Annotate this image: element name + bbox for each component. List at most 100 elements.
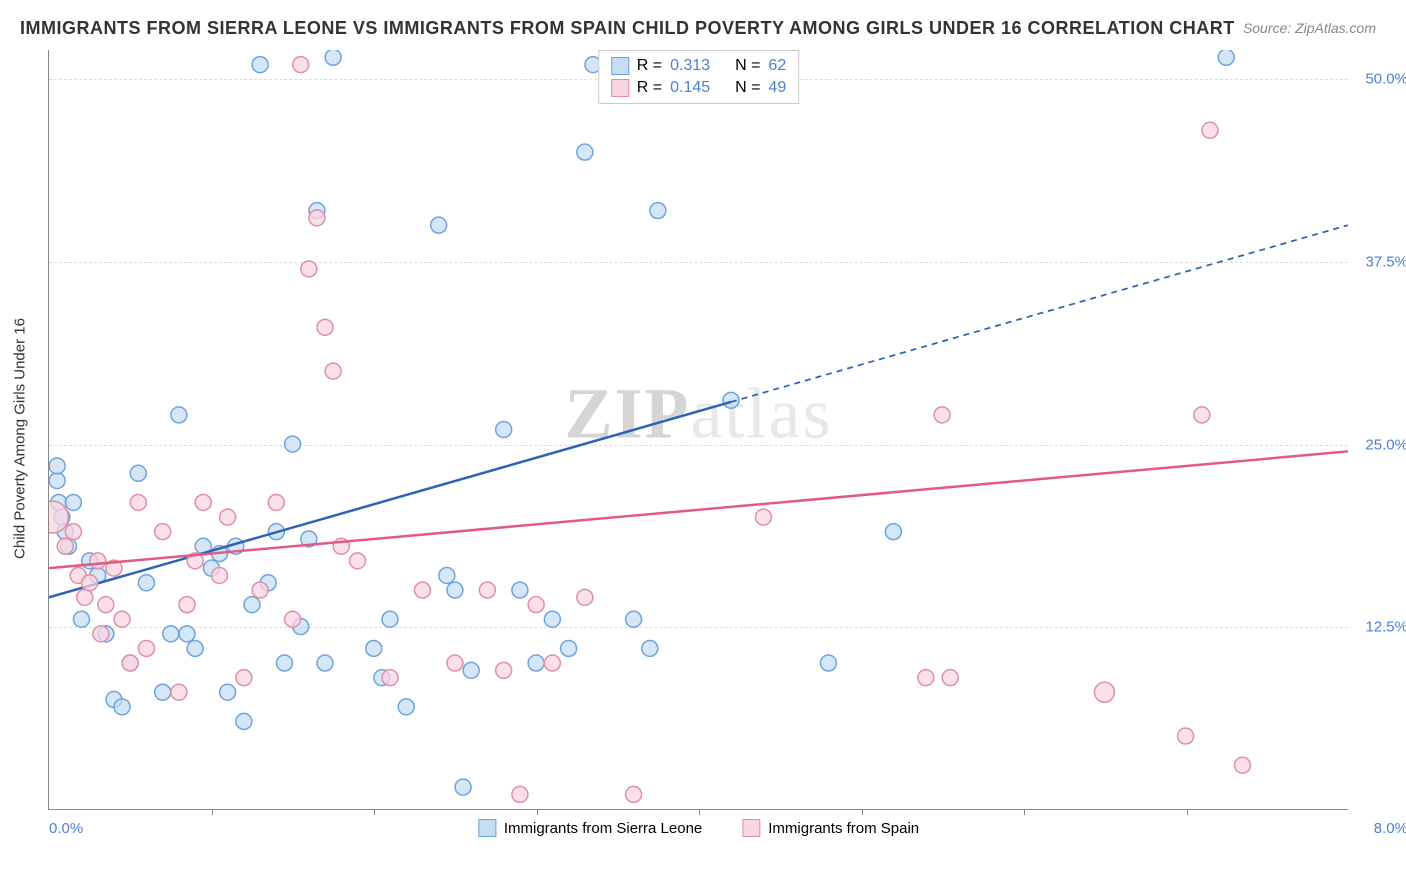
scatter-point [276, 655, 292, 671]
legend-swatch-pink [742, 819, 760, 837]
scatter-point [130, 465, 146, 481]
scatter-point [236, 670, 252, 686]
scatter-point [398, 699, 414, 715]
scatter-point [138, 575, 154, 591]
scatter-point [447, 582, 463, 598]
trend-line-solid [49, 402, 731, 597]
scatter-point [285, 436, 301, 452]
y-axis-label: Child Poverty Among Girls Under 16 [12, 318, 29, 559]
legend-label: Immigrants from Spain [768, 820, 919, 837]
scatter-point [301, 261, 317, 277]
scatter-point [49, 458, 65, 474]
scatter-point [236, 713, 252, 729]
scatter-point [220, 684, 236, 700]
scatter-point [447, 655, 463, 671]
y-tick-label: 37.5% [1365, 253, 1406, 270]
scatter-point [93, 626, 109, 642]
scatter-point [73, 611, 89, 627]
x-tick [537, 809, 538, 815]
trend-line-dashed [731, 225, 1348, 402]
scatter-point [512, 582, 528, 598]
scatter-point [885, 524, 901, 540]
scatter-point [244, 597, 260, 613]
scatter-point [626, 611, 642, 627]
scatter-point [268, 494, 284, 510]
scatter-point [114, 699, 130, 715]
scatter-point [1234, 757, 1250, 773]
r-value: 0.313 [670, 57, 710, 75]
scatter-point [528, 597, 544, 613]
scatter-point [130, 494, 146, 510]
scatter-point [155, 684, 171, 700]
y-tick-label: 50.0% [1365, 71, 1406, 88]
scatter-point [179, 626, 195, 642]
scatter-point [350, 553, 366, 569]
scatter-point [285, 611, 301, 627]
legend-item-sierra-leone: Immigrants from Sierra Leone [478, 819, 702, 837]
legend-swatch-blue [611, 57, 629, 75]
scatter-point [82, 575, 98, 591]
scatter-point [317, 319, 333, 335]
scatter-point [163, 626, 179, 642]
series-legend: Immigrants from Sierra Leone Immigrants … [478, 819, 919, 837]
scatter-point [577, 144, 593, 160]
scatter-point [252, 57, 268, 73]
scatter-point [1194, 407, 1210, 423]
y-tick-label: 25.0% [1365, 436, 1406, 453]
scatter-point [325, 363, 341, 379]
scatter-point [49, 473, 65, 489]
scatter-point [187, 640, 203, 656]
r-value: 0.145 [670, 79, 710, 97]
scatter-point [366, 640, 382, 656]
n-value: 49 [768, 79, 786, 97]
x-tick [1187, 809, 1188, 815]
chart-title: IMMIGRANTS FROM SIERRA LEONE VS IMMIGRAN… [20, 18, 1235, 39]
plot-svg [49, 50, 1348, 809]
scatter-point [544, 655, 560, 671]
scatter-point [98, 597, 114, 613]
scatter-point [317, 655, 333, 671]
scatter-point [293, 57, 309, 73]
scatter-point [414, 582, 430, 598]
scatter-point [512, 786, 528, 802]
x-tick [374, 809, 375, 815]
x-tick-max: 8.0% [1374, 820, 1406, 837]
correlation-legend: R = 0.313 N = 62 R = 0.145 N = 49 [598, 50, 799, 104]
scatter-point [544, 611, 560, 627]
n-label: N = [735, 57, 760, 75]
scatter-point [561, 640, 577, 656]
scatter-point [942, 670, 958, 686]
chart-container: Child Poverty Among Girls Under 16 ZIPat… [48, 50, 1388, 840]
scatter-point [431, 217, 447, 233]
x-tick [699, 809, 700, 815]
trend-line-solid [49, 451, 1348, 568]
scatter-point [1094, 682, 1114, 702]
source-attribution: Source: ZipAtlas.com [1243, 20, 1376, 36]
scatter-point [211, 567, 227, 583]
legend-item-spain: Immigrants from Spain [742, 819, 919, 837]
x-tick [1024, 809, 1025, 815]
scatter-point [820, 655, 836, 671]
scatter-point [155, 524, 171, 540]
scatter-point [626, 786, 642, 802]
scatter-point [479, 582, 495, 598]
scatter-point [220, 509, 236, 525]
scatter-point [439, 567, 455, 583]
x-tick [862, 809, 863, 815]
scatter-point [309, 210, 325, 226]
r-label: R = [637, 57, 662, 75]
correlation-legend-row-0: R = 0.313 N = 62 [611, 55, 786, 77]
x-tick-min: 0.0% [49, 820, 83, 837]
scatter-point [463, 662, 479, 678]
scatter-point [325, 50, 341, 65]
scatter-point [1178, 728, 1194, 744]
scatter-point [642, 640, 658, 656]
scatter-point [57, 538, 73, 554]
scatter-point [65, 524, 81, 540]
y-tick-label: 12.5% [1365, 619, 1406, 636]
n-value: 62 [768, 57, 786, 75]
scatter-point [528, 655, 544, 671]
n-label: N = [735, 79, 760, 97]
scatter-point [138, 640, 154, 656]
scatter-point [382, 611, 398, 627]
